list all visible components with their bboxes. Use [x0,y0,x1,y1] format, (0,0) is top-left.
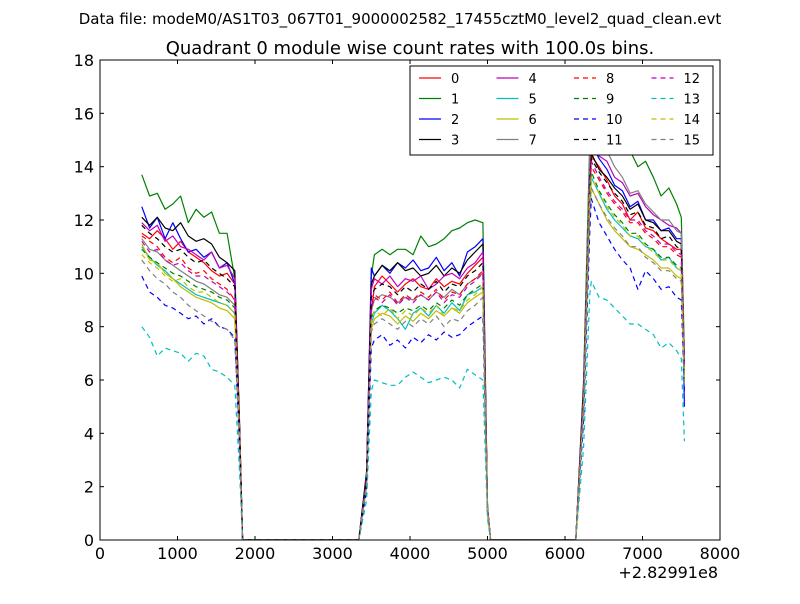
legend-label-8: 8 [606,72,614,87]
series-line-9 [141,171,685,540]
x-axis: 0 1000 2000 3000 4000 5000 6000 7000 8000 [95,60,740,563]
suptitle: Data file: modeM0/AS1T03_067T01_90000025… [79,10,722,29]
legend-label-6: 6 [529,113,537,128]
series-line-12 [141,160,685,540]
y-tick-label: 18 [74,51,94,70]
legend-label-15: 15 [684,134,701,149]
x-tick-label: 3000 [312,544,353,563]
y-tick-label: 12 [74,211,94,230]
legend-label-0: 0 [451,72,459,87]
series-line-5 [141,176,685,540]
chart-title: Quadrant 0 module wise count rates with … [166,38,655,59]
legend-label-14: 14 [684,113,701,128]
legend-label-12: 12 [684,72,701,87]
x-tick-label: 8000 [700,544,741,563]
legend-box [409,65,714,156]
series-line-0 [141,155,685,540]
legend-label-3: 3 [451,134,459,149]
series-line-14 [141,176,685,540]
series-group [141,102,685,540]
legend-label-13: 13 [684,93,701,108]
x-tick-label: 6000 [545,544,586,563]
series-line-15 [141,187,685,540]
series-line-10 [141,198,685,540]
legend-label-11: 11 [606,134,623,149]
y-tick-label: 6 [84,371,94,390]
series-line-8 [141,166,685,540]
x-tick-label: 4000 [390,544,431,563]
x-tick-label: 2000 [235,544,276,563]
y-tick-label: 0 [84,531,94,550]
legend-label-2: 2 [451,113,459,128]
y-tick-label: 2 [84,478,94,497]
y-tick-label: 4 [84,424,94,443]
legend-label-1: 1 [451,93,459,108]
legend-label-7: 7 [529,134,537,149]
x-tick-label: 7000 [622,544,663,563]
series-line-11 [141,158,685,540]
y-tick-label: 8 [84,318,94,337]
plot-area [99,59,721,541]
series-line-13 [141,280,685,540]
legend-label-4: 4 [529,72,537,87]
y-tick-label: 16 [74,104,94,123]
y-tick-label: 14 [74,158,94,177]
legend-label-9: 9 [606,93,614,108]
x-tick-label: 1000 [157,544,198,563]
series-line-6 [141,187,685,540]
x-tick-label: 5000 [467,544,508,563]
legend-label-5: 5 [529,93,537,108]
legend-label-10: 10 [606,113,623,128]
x-offset-label: +2.82991e8 [618,563,718,582]
x-tick-label: 0 [95,544,105,563]
y-tick-label: 10 [74,264,94,283]
series-line-1 [141,104,685,540]
series-line-4 [141,136,685,540]
